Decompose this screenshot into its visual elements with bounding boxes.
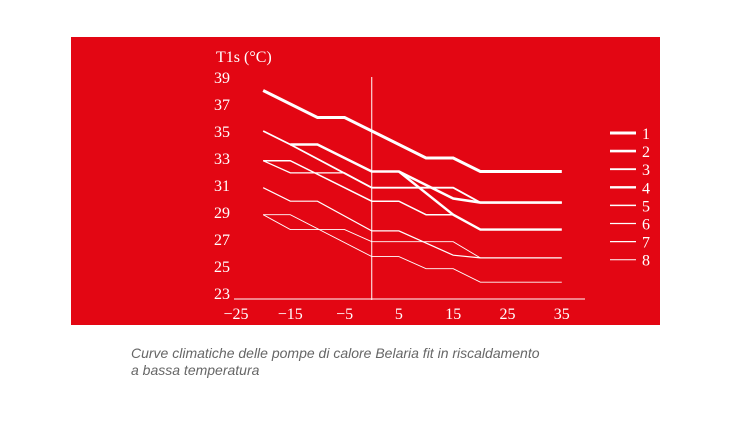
x-tick-label: 5 — [395, 306, 403, 323]
y-tick-label: 33 — [214, 151, 230, 168]
y-tick-label: 27 — [214, 232, 230, 249]
legend-label: 1 — [642, 126, 650, 143]
x-tick-label: 25 — [500, 306, 516, 323]
x-tick-label: −15 — [278, 306, 303, 323]
y-tick-label: 25 — [214, 259, 230, 276]
y-tick-label: 29 — [214, 205, 230, 222]
y-tick-label: 35 — [214, 124, 230, 141]
series-line-8 — [263, 214, 562, 283]
series-line-4 — [398, 170, 562, 231]
series-line-3 — [262, 130, 562, 204]
legend-label: 3 — [642, 162, 650, 179]
x-tick-label: 35 — [554, 306, 570, 323]
legend-label: 6 — [642, 217, 650, 234]
series-line-2 — [290, 143, 562, 204]
x-tick-label: −5 — [336, 306, 353, 323]
x-tick-label: −25 — [223, 306, 248, 323]
y-tick-label: 23 — [214, 286, 230, 303]
series-line-7 — [262, 187, 562, 259]
legend-label: 5 — [642, 198, 650, 215]
y-tick-label: 39 — [214, 70, 230, 87]
legend-label: 4 — [642, 180, 650, 197]
x-tick-label: 15 — [445, 306, 461, 323]
series-line-5 — [263, 159, 454, 216]
caption-line-1: Curve climatiche delle pompe di calore B… — [131, 345, 540, 361]
chart-background — [71, 37, 660, 325]
y-axis-label: T1s (°C) — [216, 49, 272, 66]
legend-label: 8 — [642, 253, 650, 270]
chart-caption: Curve climatiche delle pompe di calore B… — [131, 345, 631, 379]
series-line-6 — [262, 160, 373, 189]
caption-line-2: a bassa temperatura — [131, 362, 260, 378]
series-line-1 — [262, 89, 562, 173]
series-line-extra — [262, 214, 481, 259]
y-tick-label: 31 — [214, 178, 230, 195]
legend-label: 2 — [642, 144, 650, 161]
y-tick-label: 37 — [214, 97, 230, 114]
legend-label: 7 — [642, 235, 650, 252]
